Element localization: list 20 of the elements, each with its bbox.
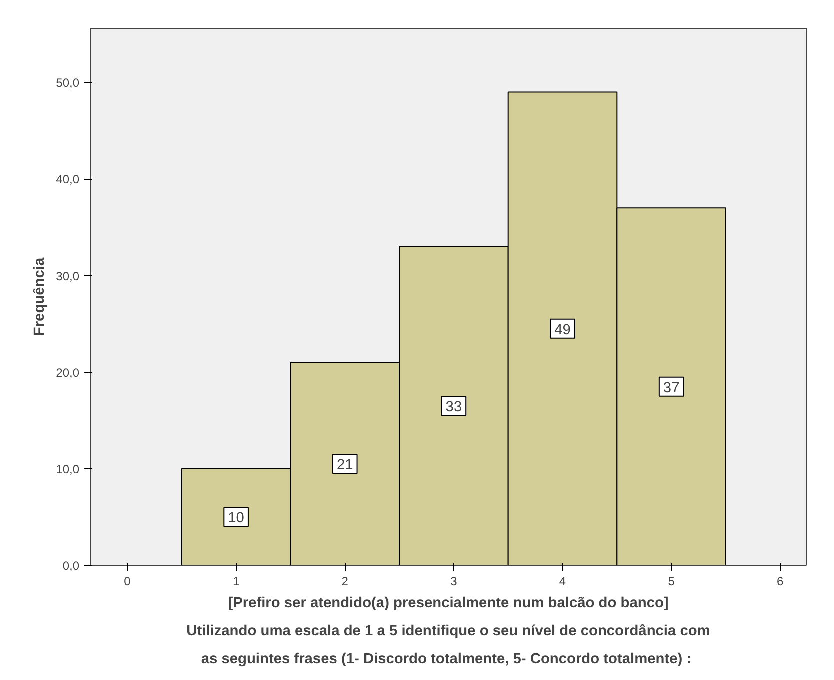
- y-tick-label: 30,0: [56, 269, 80, 284]
- data-label: 21: [336, 458, 354, 474]
- x-axis-title: [Prefiro ser atendido(a) presencialmente num balcão do banco] Utilizando uma escala de 1 a 5 identifique o seu nível de concordância com as seguintes frases (1- Discordo totalmente, 5- Concordo totalmente) :: [186, 596, 710, 668]
- x-tick-label: 5: [668, 574, 676, 588]
- y-tick-label: 20,0: [56, 366, 80, 380]
- y-tick-label: 10,0: [56, 462, 80, 476]
- x-tick-label: 1: [232, 574, 240, 588]
- y-tick-label: 50,0: [56, 76, 80, 90]
- data-label: 37: [663, 380, 680, 396]
- data-label: 49: [554, 322, 571, 338]
- x-tick-label: 2: [342, 574, 349, 588]
- y-axis-title: Frequência: [32, 257, 48, 336]
- x-tick-label: 4: [559, 574, 566, 588]
- x-tick-label: 0: [124, 574, 132, 588]
- y-tick-label: 40,0: [56, 172, 80, 187]
- x-tick-label: 6: [777, 574, 784, 588]
- data-label: 33: [446, 400, 462, 416]
- x-tick-label: 3: [450, 574, 458, 588]
- y-tick-label: 0,0: [62, 559, 80, 573]
- data-label: 10: [228, 510, 244, 527]
